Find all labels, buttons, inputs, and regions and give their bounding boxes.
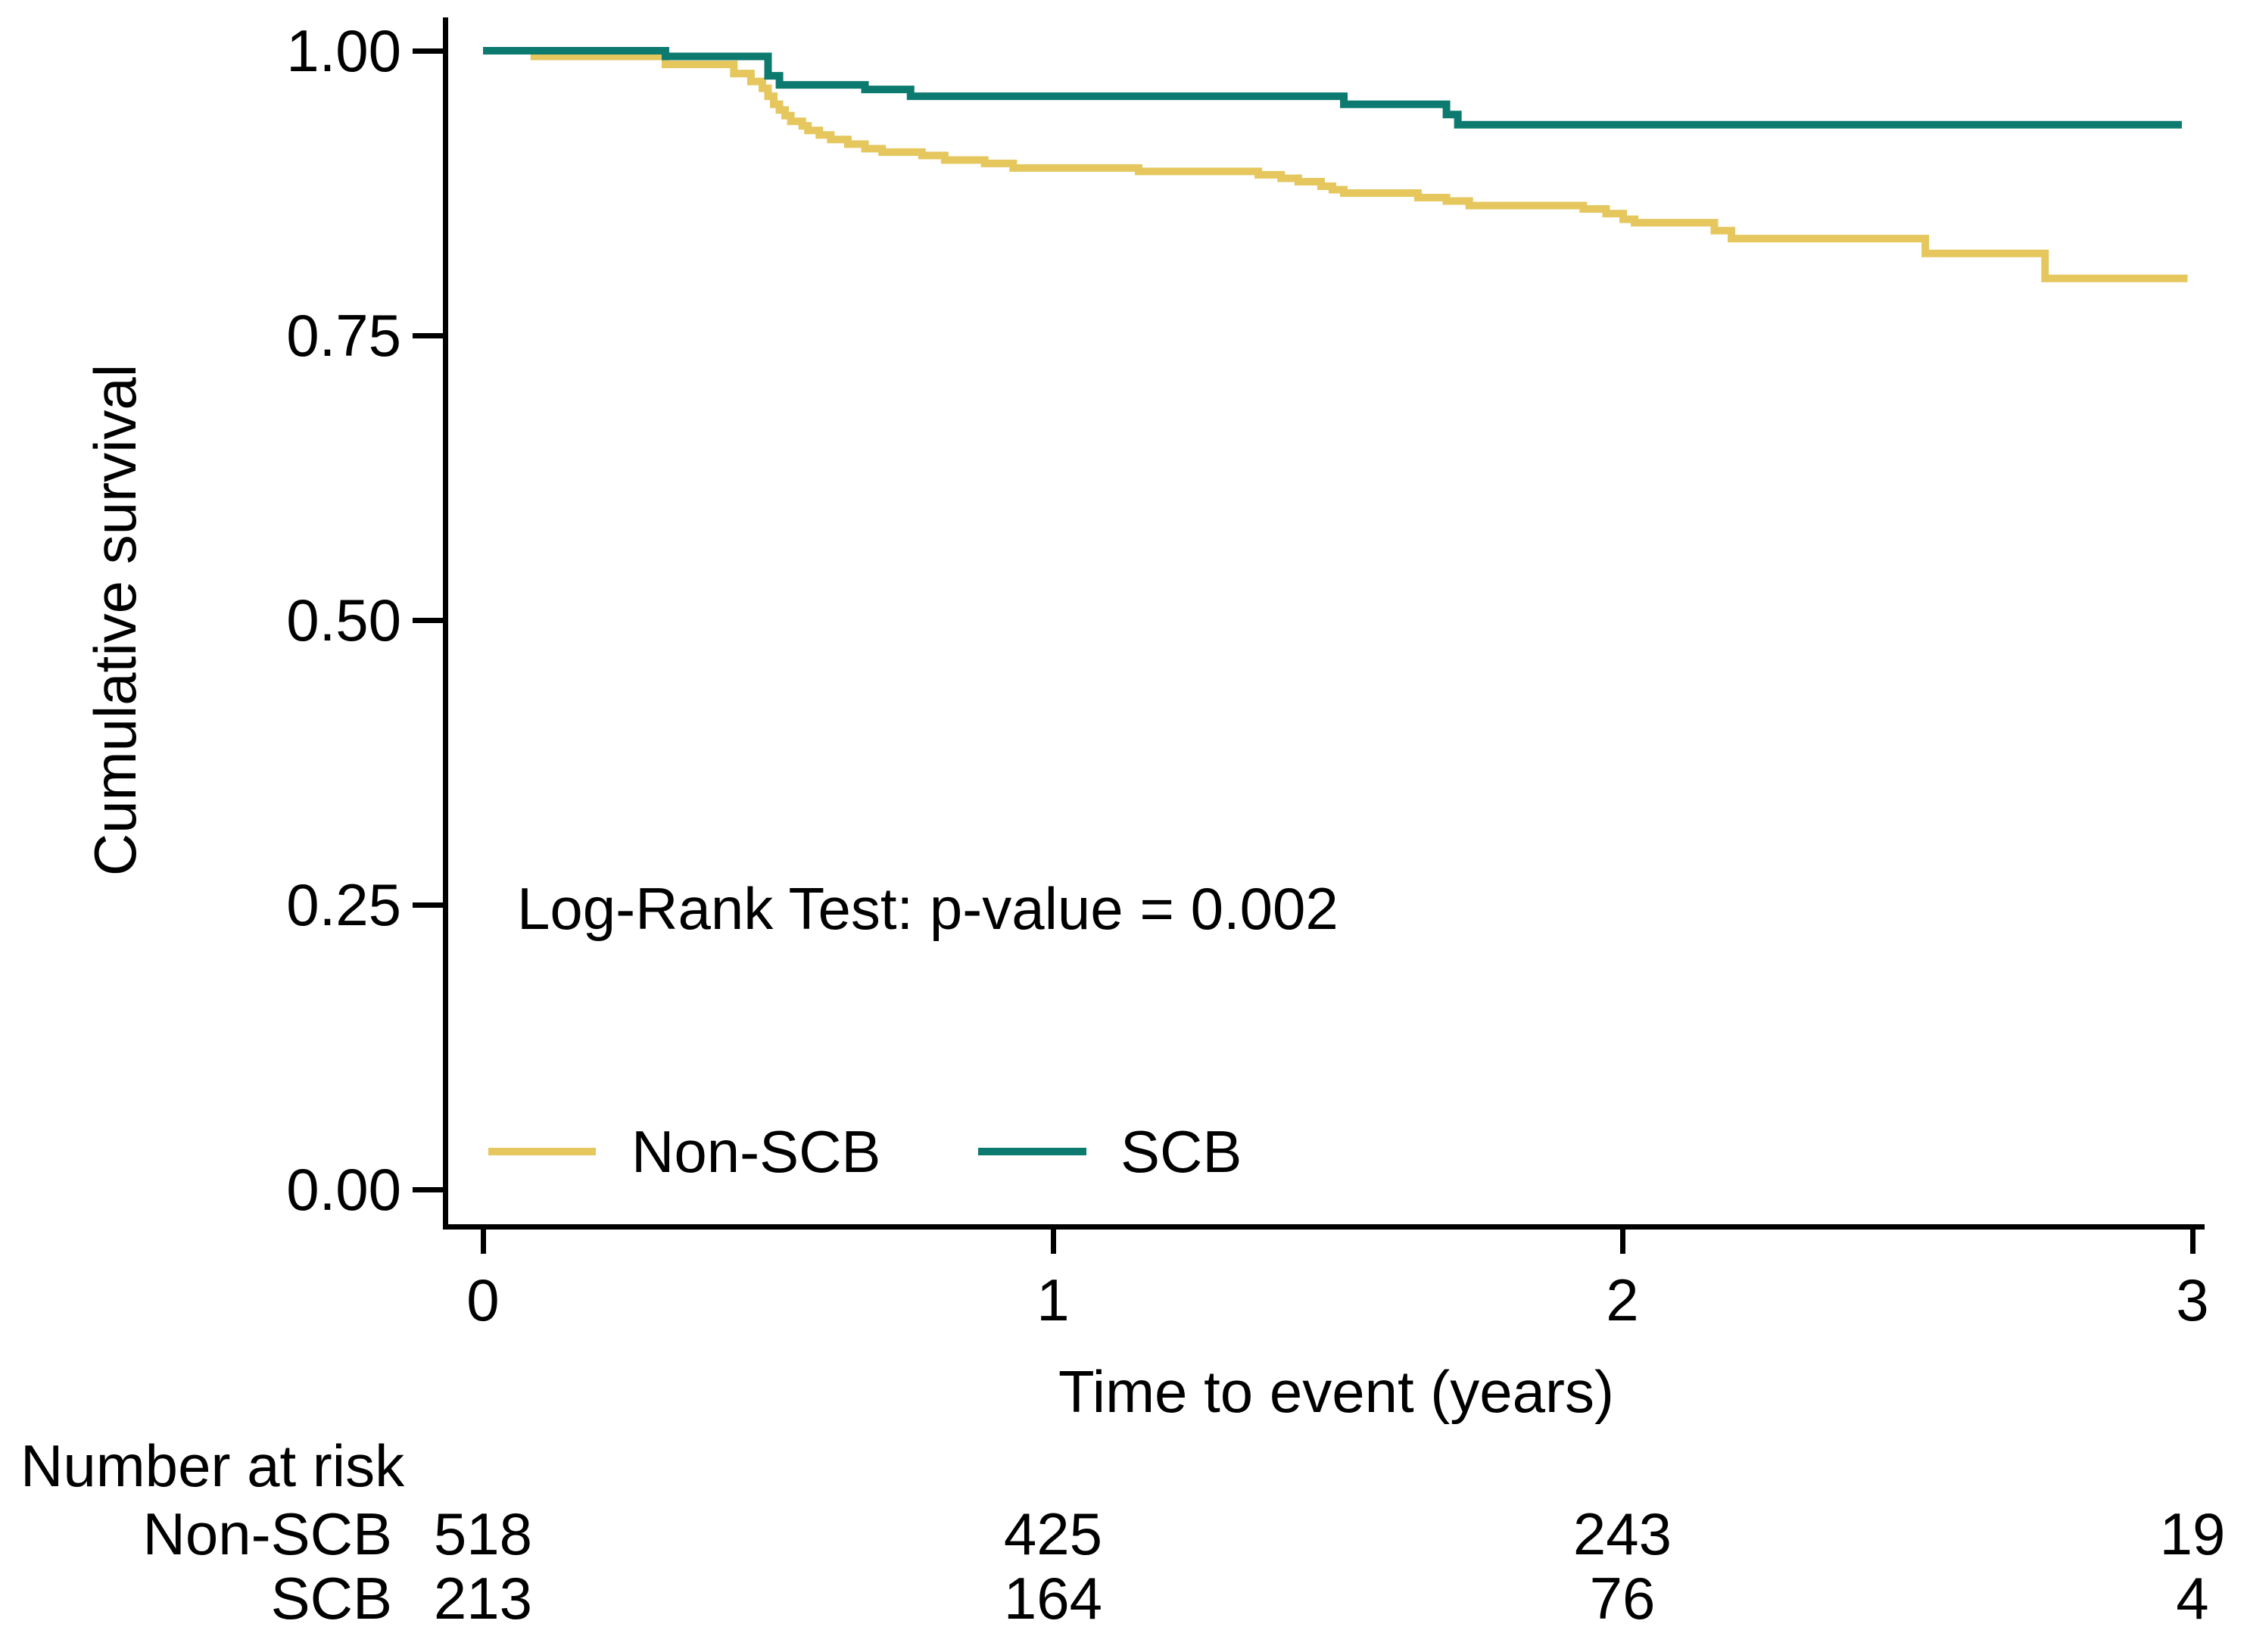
risk-row-label: Non-SCB [142,1501,392,1567]
x-tick-label: 3 [2176,1267,2209,1333]
x-axis-title: Time to event (years) [1058,1358,1614,1425]
log-rank-annotation: Log-Rank Test: p-value = 0.002 [517,875,1339,942]
x-tick-label: 1 [1036,1267,1070,1333]
risk-row-label: SCB [270,1565,392,1632]
y-tick [413,333,443,338]
y-tick-label: 1.00 [286,17,401,84]
risk-value: 518 [433,1501,533,1567]
y-tick [413,618,443,623]
risk-value: 425 [1003,1501,1103,1567]
risk-value: 19 [2159,1501,2226,1567]
risk-value: 164 [1003,1565,1103,1632]
x-tick-label: 2 [1606,1267,1639,1333]
risk-value: 243 [1572,1501,1672,1567]
legend-label-non-scb: Non-SCB [631,1118,881,1185]
risk-table-title: Number at risk [20,1432,405,1499]
risk-value: 4 [2176,1565,2209,1632]
x-tick [2190,1230,2196,1254]
risk-value: 76 [1589,1565,1656,1632]
x-tick-label: 0 [466,1267,500,1333]
legend-swatch-non-scb [488,1148,596,1155]
x-tick [1051,1230,1056,1254]
y-tick-label: 0.25 [286,871,401,938]
legend-swatch-scb [978,1148,1086,1155]
y-tick-label: 0.75 [286,302,401,369]
y-axis-title: Cumulative survival [82,363,148,877]
x-tick [1620,1230,1625,1254]
risk-value: 213 [433,1565,533,1632]
y-tick [413,1187,443,1192]
x-tick [481,1230,486,1254]
survival-curve-scb [483,47,2182,129]
y-tick [413,902,443,908]
y-tick-label: 0.00 [286,1156,401,1223]
y-tick [413,48,443,54]
x-axis-line [443,1224,2205,1230]
survival-curve-non-scb [483,47,2188,282]
y-tick-label: 0.50 [286,587,401,653]
legend-label-scb: SCB [1120,1118,1242,1185]
y-axis-line [443,17,448,1230]
